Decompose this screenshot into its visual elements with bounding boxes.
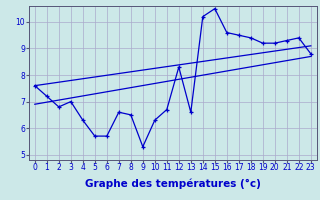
X-axis label: Graphe des températures (°c): Graphe des températures (°c) bbox=[85, 178, 261, 189]
